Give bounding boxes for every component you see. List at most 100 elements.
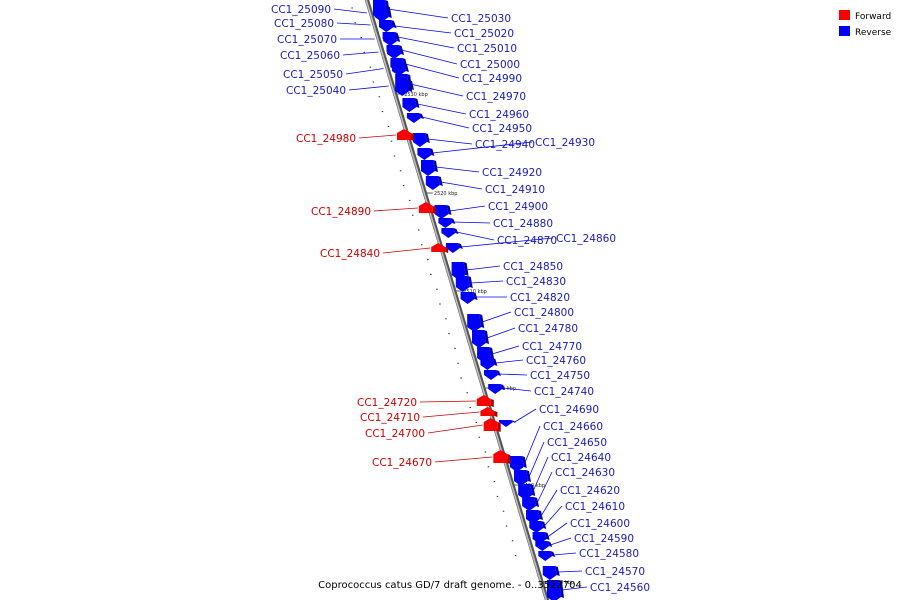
gene-feature-CC1_24860[interactable]: [445, 243, 463, 253]
gene-label-CC1_24900[interactable]: CC1_24900: [488, 201, 548, 213]
gene-label-CC1_24800[interactable]: CC1_24800: [514, 307, 574, 319]
gene-feature-CC1_24820[interactable]: [460, 292, 478, 304]
gene-feature-CC1_24700[interactable]: [483, 418, 501, 432]
gene-label-CC1_24650[interactable]: CC1_24650: [547, 437, 607, 449]
gene-label-CC1_24750[interactable]: CC1_24750: [530, 370, 590, 382]
gene-label-CC1_24910[interactable]: CC1_24910: [485, 184, 545, 196]
gene-feature-CC1_24970[interactable]: [395, 74, 413, 96]
gene-label-CC1_25090[interactable]: CC1_25090: [271, 4, 331, 16]
gene-label-CC1_24960[interactable]: CC1_24960: [469, 109, 529, 121]
gene-label-CC1_24880[interactable]: CC1_24880: [493, 218, 553, 230]
gene-feature-CC1_24850[interactable]: [451, 262, 469, 280]
gene-label-CC1_25000[interactable]: CC1_25000: [460, 59, 520, 71]
gene-label-CC1_24870[interactable]: CC1_24870: [497, 235, 557, 247]
gene-feature-CC1_24750[interactable]: [484, 370, 501, 380]
gene-feature-CC1_24660[interactable]: [509, 456, 527, 472]
gene-label-CC1_25060[interactable]: CC1_25060: [280, 50, 340, 62]
gene-label-CC1_25020[interactable]: CC1_25020: [454, 28, 514, 40]
gene-feature-CC1_24930[interactable]: [417, 148, 435, 160]
gene-label-CC1_24560[interactable]: CC1_24560: [590, 582, 650, 594]
gene-label-CC1_24600[interactable]: CC1_24600: [570, 518, 630, 530]
gene-feature-CC1_24720[interactable]: [476, 395, 494, 407]
gene-label-CC1_24630[interactable]: CC1_24630: [555, 467, 615, 479]
gene-feature-CC1_25000[interactable]: [386, 45, 404, 57]
gene-label-CC1_24570[interactable]: CC1_24570: [585, 566, 645, 578]
gene-label-CC1_24980[interactable]: CC1_24980: [296, 133, 356, 145]
gene-label-CC1_24760[interactable]: CC1_24760: [526, 355, 586, 367]
gene-feature-CC1_24760[interactable]: [480, 358, 498, 370]
gene-feature-CC1_24580[interactable]: [538, 551, 556, 561]
gene-feature-CC1_24990[interactable]: [390, 58, 408, 72]
leader-line: [561, 586, 588, 591]
gene-label-CC1_24670[interactable]: CC1_24670: [372, 457, 432, 469]
gene-label-CC1_25040[interactable]: CC1_25040: [286, 85, 346, 97]
gene-shade: [534, 497, 540, 507]
gene-feature-CC1_25030[interactable]: [373, 0, 390, 20]
gene-label-CC1_25010[interactable]: CC1_25010: [457, 43, 517, 55]
gene-feature-CC1_24650[interactable]: [514, 470, 531, 486]
gene-shade: [433, 160, 438, 172]
gene-feature-CC1_24740[interactable]: [488, 384, 506, 394]
gene-feature-CC1_24690[interactable]: [499, 420, 516, 427]
gene-label-CC1_24920[interactable]: CC1_24920: [482, 167, 542, 179]
gene-feature-CC1_24670[interactable]: [493, 450, 511, 464]
gene-label-CC1_24590[interactable]: CC1_24590: [574, 533, 634, 545]
gene-shape: [484, 370, 498, 380]
gene-feature-CC1_24590[interactable]: [535, 541, 553, 551]
gene-label-CC1_24770[interactable]: CC1_24770: [522, 341, 582, 353]
gene-feature-CC1_24610[interactable]: [529, 521, 547, 533]
gene-label-CC1_24890[interactable]: CC1_24890: [311, 206, 371, 218]
gene-feature-CC1_24980[interactable]: [397, 129, 414, 141]
gene-label-CC1_24950[interactable]: CC1_24950: [472, 123, 532, 135]
gene-feature-CC1_24960[interactable]: [402, 98, 420, 112]
gene-label-CC1_24700[interactable]: CC1_24700: [365, 428, 425, 440]
gene-label-CC1_25050[interactable]: CC1_25050: [283, 69, 343, 81]
gene-feature-CC1_24910[interactable]: [425, 176, 443, 190]
gene-feature-CC1_24880[interactable]: [438, 218, 456, 228]
leader-line: [532, 456, 549, 492]
gene-feature-CC1_24830[interactable]: [455, 276, 473, 292]
gene-feature-CC1_25010[interactable]: [382, 32, 400, 44]
gene-feature-CC1_24940[interactable]: [412, 133, 430, 147]
gene-label-CC1_25080[interactable]: CC1_25080: [274, 18, 334, 30]
gene-label-CC1_24580[interactable]: CC1_24580: [579, 548, 639, 560]
gene-label-CC1_24660[interactable]: CC1_24660: [543, 421, 603, 433]
gene-feature-CC1_24870[interactable]: [441, 228, 459, 238]
gene-feature-CC1_24780[interactable]: [472, 330, 489, 348]
gene-feature-CC1_24920[interactable]: [421, 160, 438, 176]
gene-label-CC1_24970[interactable]: CC1_24970: [466, 91, 526, 103]
gene-shade: [411, 133, 414, 141]
gene-feature-CC1_24800[interactable]: [467, 314, 485, 332]
gene-label-CC1_24710[interactable]: CC1_24710: [360, 412, 420, 424]
gene-label-CC1_25030[interactable]: CC1_25030: [451, 13, 511, 25]
gene-feature-CC1_24560[interactable]: [547, 580, 564, 600]
leader-line: [405, 63, 460, 79]
gene-feature-CC1_24630[interactable]: [522, 497, 540, 511]
gene-feature-CC1_24890[interactable]: [418, 202, 436, 214]
gene-feature-CC1_25020[interactable]: [379, 22, 397, 32]
gene-feature-CC1_24840[interactable]: [431, 243, 449, 253]
gene-shade: [394, 32, 400, 40]
gene-label-CC1_24990[interactable]: CC1_24990: [462, 73, 522, 85]
gene-label-CC1_24820[interactable]: CC1_24820: [510, 292, 570, 304]
gene-label-CC1_24690[interactable]: CC1_24690: [539, 404, 599, 416]
gene-feature-CC1_24900[interactable]: [434, 205, 452, 219]
gene-label-CC1_24860[interactable]: CC1_24860: [556, 233, 616, 245]
gene-label-CC1_24720[interactable]: CC1_24720: [357, 397, 417, 409]
gene-label-CC1_24620[interactable]: CC1_24620: [560, 485, 620, 497]
gene-label-CC1_24740[interactable]: CC1_24740: [534, 386, 594, 398]
gene-label-CC1_24840[interactable]: CC1_24840: [320, 248, 380, 260]
gene-label-CC1_24850[interactable]: CC1_24850: [503, 261, 563, 273]
gene-feature-CC1_24640[interactable]: [518, 484, 536, 500]
gene-feature-CC1_24710[interactable]: [480, 407, 498, 417]
gene-label-CC1_24830[interactable]: CC1_24830: [506, 276, 566, 288]
gene-feature-CC1_24620[interactable]: [526, 510, 543, 524]
gene-label-CC1_24610[interactable]: CC1_24610: [565, 501, 625, 513]
gene-label-CC1_25070[interactable]: CC1_25070: [277, 34, 337, 46]
gene-label-CC1_24780[interactable]: CC1_24780: [518, 323, 578, 335]
gene-feature-CC1_24570[interactable]: [542, 566, 560, 580]
gene-label-CC1_24930[interactable]: CC1_24930: [535, 137, 595, 149]
gene-label-CC1_24640[interactable]: CC1_24640: [551, 452, 611, 464]
gene-feature-CC1_24950[interactable]: [406, 113, 424, 123]
